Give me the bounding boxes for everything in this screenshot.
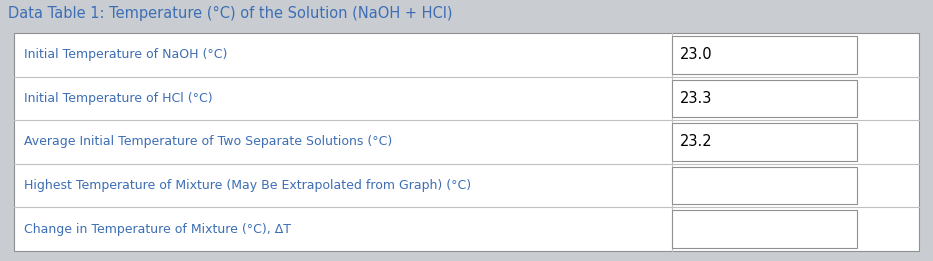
Text: Change in Temperature of Mixture (°C), ΔT: Change in Temperature of Mixture (°C), Δ… <box>24 223 291 236</box>
Text: Initial Temperature of HCl (°C): Initial Temperature of HCl (°C) <box>24 92 213 105</box>
Text: Initial Temperature of NaOH (°C): Initial Temperature of NaOH (°C) <box>24 48 228 61</box>
Bar <box>672 36 857 74</box>
Text: Data Table 1: Temperature (°C) of the Solution (NaOH + HCl): Data Table 1: Temperature (°C) of the So… <box>8 6 453 21</box>
Bar <box>672 167 857 204</box>
Bar <box>14 33 919 251</box>
Text: 23.3: 23.3 <box>680 91 713 106</box>
Bar <box>672 80 857 117</box>
Text: 23.2: 23.2 <box>680 134 713 150</box>
Text: Average Initial Temperature of Two Separate Solutions (°C): Average Initial Temperature of Two Separ… <box>24 135 392 149</box>
Text: 23.0: 23.0 <box>680 47 713 62</box>
Bar <box>672 123 857 161</box>
Bar <box>672 210 857 248</box>
Text: Highest Temperature of Mixture (May Be Extrapolated from Graph) (°C): Highest Temperature of Mixture (May Be E… <box>24 179 471 192</box>
